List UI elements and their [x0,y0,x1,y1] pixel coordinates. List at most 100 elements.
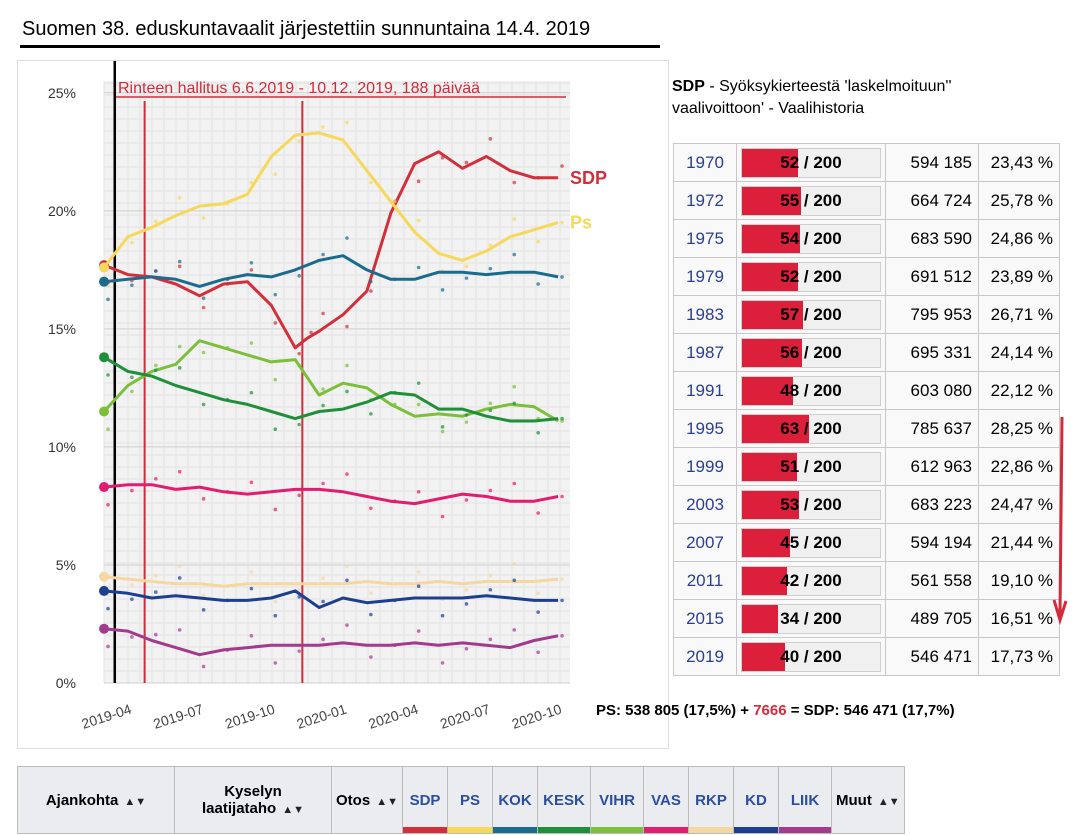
history-year-link[interactable]: 1987 [673,333,737,372]
poll-dot-sdp [560,164,564,168]
sort-icon[interactable]: ▲▼ [877,795,900,808]
y-tick-label: 5% [56,557,76,573]
history-percent: 24,14 % [978,333,1060,372]
poll-dot-kok [512,252,517,257]
seat-bar: 34 / 200 [741,603,881,634]
col-party-vihr[interactable]: VIHR [590,766,644,834]
history-year-link[interactable]: 2015 [673,599,737,638]
poll-dot-vihr [153,363,158,368]
col-party-sdp[interactable]: SDP [402,766,448,834]
history-seats: 63 / 200 [736,409,886,448]
poll-dot-kesk [297,422,301,427]
poll-dot-rkp [153,573,158,578]
x-tick-label: 2019-04 [80,701,134,732]
history-year-link[interactable]: 2003 [673,485,737,524]
seat-bar-fill [742,224,800,253]
sort-icon[interactable]: ▲▼ [376,795,398,808]
series-line-kd [103,589,559,609]
comparison-ps: PS: 538 805 (17,5%) + [596,702,754,719]
history-votes: 785 637 [885,409,979,448]
poll-dot-liik [464,646,469,651]
poll-dot-kd [130,597,134,601]
col-party-ps[interactable]: PS [447,766,493,834]
history-year-link[interactable]: 1983 [673,295,737,334]
poll-dot-kesk [249,390,254,395]
poll-dot-sdp [321,311,325,316]
seat-bar-fill [742,642,785,671]
poll-dot-ps [392,199,397,204]
history-year-link[interactable]: 2011 [673,561,737,600]
col-pollster[interactable]: Kyselyn laatijataho ▲▼ [174,766,332,834]
poll-dot-kd [488,587,493,592]
election-result-dot-kesk [99,352,109,363]
history-year-link[interactable]: 1979 [673,257,737,296]
history-year-link[interactable]: 1995 [673,409,737,448]
col-date[interactable]: Ajankohta ▲▼ [17,766,175,834]
history-year-link[interactable]: 1970 [673,143,737,182]
poll-dot-ps [560,220,564,225]
poll-dot-vas [536,511,540,515]
down-arrow-icon [1052,416,1068,625]
history-seats: 54 / 200 [736,219,886,258]
poll-dot-liik [512,628,517,632]
party-header-label: SDP [409,791,441,809]
col-party-rkp[interactable]: RKP [688,766,734,834]
col-party-liik[interactable]: LIIK [778,766,832,834]
history-votes: 546 471 [885,637,979,676]
poll-dot-sdp [309,330,313,335]
party-color-bar [644,827,688,833]
poll-dot-kok [177,259,182,264]
y-tick-label: 0% [56,675,76,691]
seat-bar: 52 / 200 [741,261,881,292]
col-party-kd[interactable]: KD [733,766,779,834]
history-seats: 34 / 200 [736,599,886,638]
seat-bar: 40 / 200 [741,641,881,672]
seat-text: 57 / 200 [780,304,842,324]
seat-bar: 55 / 200 [741,185,881,216]
history-year-link[interactable]: 1975 [673,219,737,258]
history-year-link[interactable]: 1999 [673,447,737,486]
history-votes: 683 590 [885,219,979,258]
poll-dot-kesk [106,373,110,377]
sort-icon[interactable]: ▲▼ [124,795,147,808]
history-votes: 664 724 [885,181,979,220]
seat-bar-fill [742,376,794,405]
poll-dot-rkp [464,587,469,592]
poll-dot-rkp [273,599,278,604]
history-year-link[interactable]: 1972 [673,181,737,220]
poll-dot-vihr [440,429,445,434]
seat-text: 52 / 200 [780,152,842,172]
history-votes: 594 185 [885,143,979,182]
poll-dot-liik [560,633,564,638]
poll-dot-sdp [416,179,421,184]
col-other[interactable]: Muut ▲▼ [831,766,905,834]
history-year-link[interactable]: 2019 [673,637,737,676]
poll-dot-kesk [177,366,182,370]
x-tick-label: 2020-10 [510,701,564,732]
series-line-ps [102,131,559,269]
poll-dot-kok [345,236,349,240]
poll-dot-vas [201,497,206,501]
x-tick-label: 2019-07 [151,701,205,732]
history-year-link[interactable]: 2007 [673,523,737,562]
poll-dot-kok [488,266,493,271]
col-party-vas[interactable]: VAS [643,766,689,834]
poll-dot-kd [345,578,349,583]
poll-dot-sdp [177,264,182,269]
poll-dot-ps [201,216,206,220]
col-party-kok[interactable]: KOK [492,766,538,834]
history-row: 2019 40 / 200 546 471 17,73 % [673,637,1060,676]
poll-dot-rkp [201,593,206,598]
poll-dot-liik [321,637,325,642]
col-party-kesk[interactable]: KESK [537,766,591,834]
history-row: 2007 45 / 200 594 194 21,44 % [673,523,1060,562]
seat-text: 54 / 200 [780,228,842,248]
sort-icon[interactable]: ▲▼ [282,804,304,816]
history-year-link[interactable]: 1991 [673,371,737,410]
history-votes: 603 080 [885,371,979,410]
seat-text: 45 / 200 [780,532,842,552]
series-line-sdp [103,150,559,350]
poll-dot-liik [273,661,278,665]
col-sample[interactable]: Otos ▲▼ [331,766,403,834]
poll-dot-liik [345,623,349,627]
